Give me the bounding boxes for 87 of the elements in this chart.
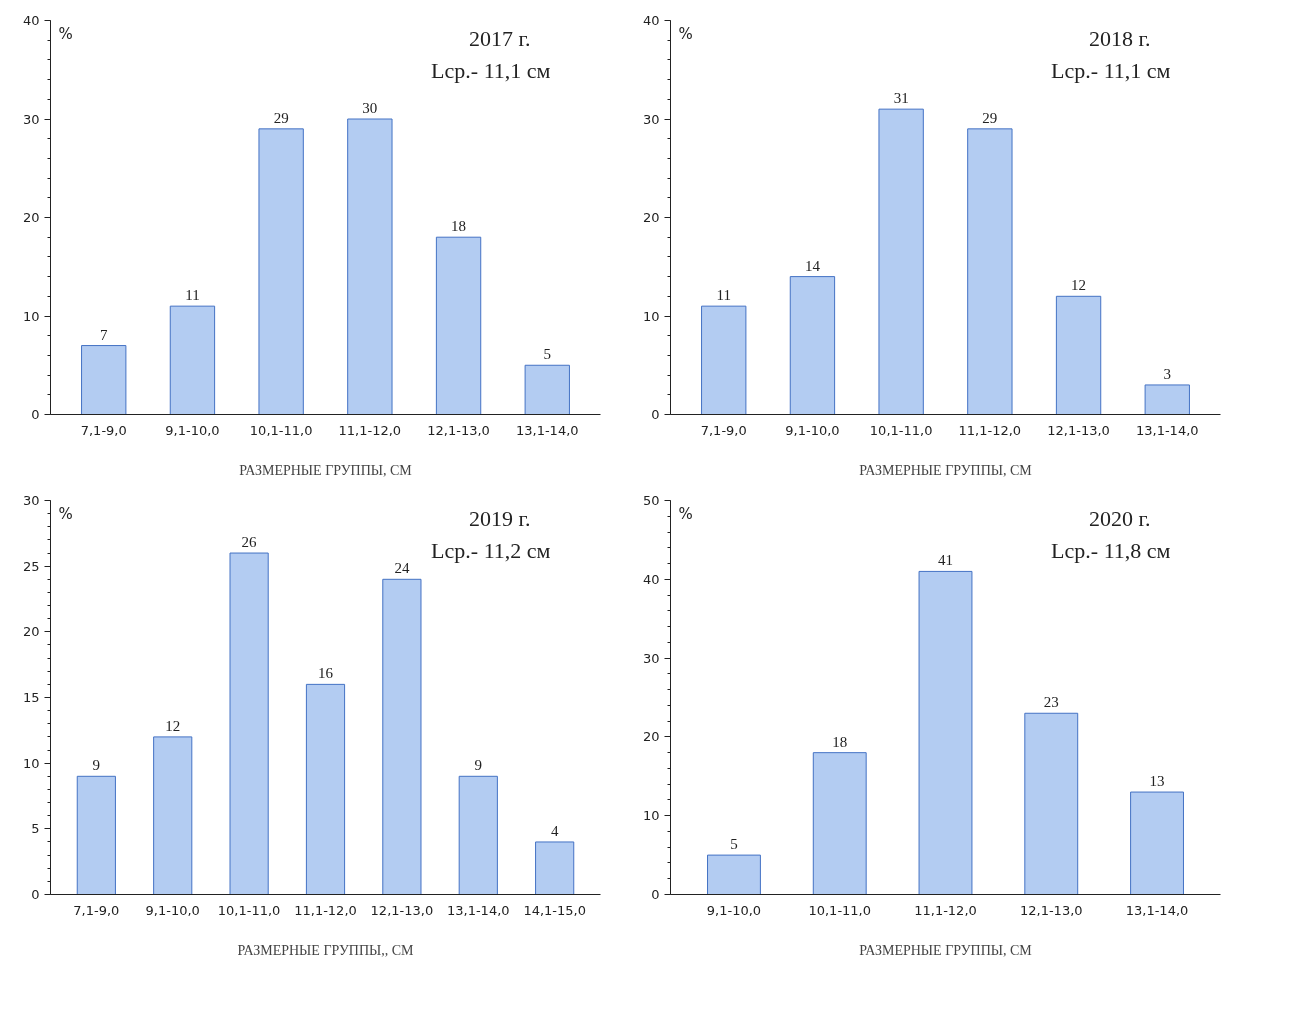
x-tick-label: 11,1-12,0 bbox=[338, 422, 402, 438]
y-tick-label: 0 bbox=[31, 887, 40, 902]
y-tick-label: 10 bbox=[642, 308, 660, 324]
chart-title: 2020 г. bbox=[1088, 505, 1151, 531]
x-tick-label: 11,1-12,0 bbox=[294, 902, 357, 918]
x-tick-label: 10,1-11,0 bbox=[869, 422, 933, 438]
data-label: 13 bbox=[1149, 773, 1165, 790]
data-label: 11 bbox=[185, 287, 200, 304]
y-axis-title: % bbox=[678, 24, 693, 43]
data-label: 9 bbox=[474, 757, 483, 774]
y-tick-label: 0 bbox=[651, 887, 660, 902]
text: Lср.- 11,8 см bbox=[1051, 537, 1171, 563]
data-label: 31 bbox=[893, 90, 909, 107]
y-tick-label: 30 bbox=[22, 493, 40, 508]
x-tick-label: 13,1-14,0 bbox=[1135, 422, 1199, 438]
x-tick-label: 9,1-10,0 bbox=[785, 422, 840, 438]
text: Lср.- 11,2 см bbox=[431, 537, 551, 563]
x-tick-label: 7,1-9,0 bbox=[700, 422, 747, 438]
y-tick-label: 25 bbox=[22, 558, 40, 574]
x-tick-label: 10,1-11,0 bbox=[249, 422, 313, 438]
x-tick-label: 7,1-9,0 bbox=[73, 902, 120, 918]
data-label: 18 bbox=[832, 733, 848, 750]
y-tick-label: 10 bbox=[22, 755, 40, 771]
x-axis-title: РАЗМЕРНЫЕ ГРУППЫ,, СМ bbox=[237, 942, 415, 958]
x-tick-label: 12,1-13,0 bbox=[370, 902, 434, 918]
x-tick-label: 13,1-14,0 bbox=[1125, 902, 1189, 918]
y-tick-label: 15 bbox=[22, 690, 40, 705]
x-tick-label: 12,1-13,0 bbox=[1047, 422, 1110, 438]
data-label: 5 bbox=[543, 346, 552, 363]
y-tick-label: 30 bbox=[22, 111, 40, 127]
y-tick-label: 40 bbox=[642, 571, 660, 587]
x-tick-label: 11,1-12,0 bbox=[958, 422, 1022, 438]
data-label: 23 bbox=[1043, 694, 1059, 711]
x-tick-label: 11,1-12,0 bbox=[914, 902, 977, 918]
x-axis-title: РАЗМЕРНЫЕ ГРУППЫ, СМ bbox=[239, 462, 413, 478]
data-label: 7 bbox=[99, 326, 108, 343]
y-axis-title: % bbox=[678, 504, 693, 523]
data-label: 26 bbox=[241, 534, 258, 551]
data-label: 30 bbox=[362, 100, 378, 116]
x-tick-label: 13,1-14,0 bbox=[515, 422, 579, 438]
x-tick-label: 10,1-11,0 bbox=[808, 902, 872, 918]
x-axis-title: РАЗМЕРНЫЕ ГРУППЫ, СМ bbox=[859, 462, 1033, 478]
y-tick-label: 20 bbox=[22, 210, 40, 225]
data-label: 3 bbox=[1163, 365, 1172, 382]
data-label: 41 bbox=[938, 552, 953, 569]
chart-title: 2018 г. bbox=[1088, 25, 1151, 51]
y-axis-title: % bbox=[58, 24, 73, 43]
data-label: 12 bbox=[165, 717, 181, 734]
data-label: 18 bbox=[451, 218, 467, 235]
x-tick-label: 9,1-10,0 bbox=[706, 902, 762, 918]
x-tick-label: 12,1-13,0 bbox=[1019, 902, 1083, 918]
x-axis-title: РАЗМЕРНЫЕ ГРУППЫ, СМ bbox=[859, 942, 1033, 958]
y-axis-title: % bbox=[58, 504, 73, 523]
y-tick-label: 40 bbox=[22, 13, 40, 28]
x-tick-label: 13,1-14,0 bbox=[446, 902, 510, 918]
y-tick-label: 50 bbox=[642, 493, 660, 508]
data-label: 16 bbox=[318, 665, 334, 682]
data-label: 24 bbox=[394, 560, 410, 577]
y-tick-label: 5 bbox=[31, 821, 40, 837]
text: Lср.- 11,1 см bbox=[431, 57, 551, 83]
y-tick-label: 30 bbox=[642, 111, 660, 127]
chart-title: 2017 г. bbox=[468, 25, 531, 51]
x-tick-label: 9,1-10,0 bbox=[145, 902, 200, 918]
data-label: 29 bbox=[273, 109, 289, 126]
y-tick-label: 20 bbox=[642, 210, 660, 225]
data-label: 29 bbox=[982, 109, 998, 126]
y-tick-label: 40 bbox=[642, 13, 660, 28]
text: Lср.- 11,1 см bbox=[1051, 57, 1171, 83]
data-label: 12 bbox=[1071, 277, 1087, 294]
y-tick-label: 30 bbox=[642, 650, 660, 666]
x-tick-label: 12,1-13,0 bbox=[427, 422, 490, 438]
chart-title: 2019 г. bbox=[468, 505, 531, 531]
y-tick-label: 20 bbox=[642, 729, 660, 745]
y-tick-label: 20 bbox=[22, 624, 40, 640]
x-tick-label: 9,1-10,0 bbox=[165, 422, 220, 438]
data-label: 5 bbox=[730, 836, 738, 853]
y-tick-label: 10 bbox=[642, 808, 660, 824]
x-tick-label: 10,1-11,0 bbox=[217, 902, 281, 918]
data-label: 4 bbox=[550, 822, 559, 839]
y-tick-label: 0 bbox=[651, 407, 660, 422]
x-tick-label: 14,1-15,0 bbox=[523, 902, 586, 918]
y-tick-label: 10 bbox=[22, 308, 40, 324]
data-label: 14 bbox=[804, 257, 821, 274]
y-tick-label: 0 bbox=[31, 407, 40, 422]
data-label: 11 bbox=[716, 287, 731, 304]
x-tick-label: 7,1-9,0 bbox=[80, 422, 127, 438]
data-label: 9 bbox=[92, 757, 101, 774]
